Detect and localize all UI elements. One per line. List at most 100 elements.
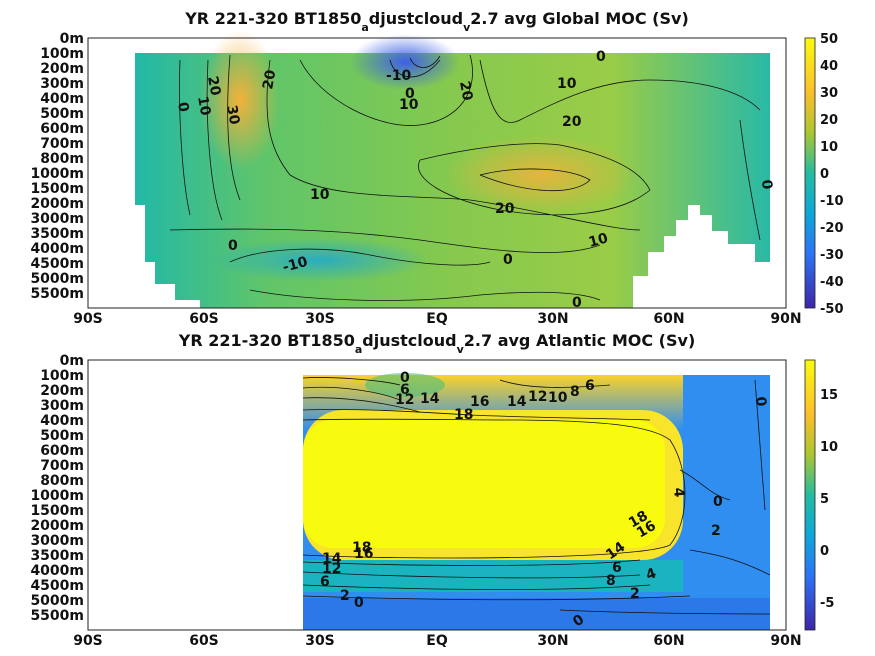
atlantic-contour-label: 16	[354, 546, 373, 562]
atlantic-deep-low	[303, 598, 770, 630]
global-y-tick: 3500m	[30, 226, 84, 242]
global-y-tick: 5500m	[30, 286, 84, 302]
global-y-tick: 5000m	[30, 271, 84, 287]
atlantic-contour-label: 6	[612, 560, 622, 576]
atlantic-y-tick: 5000m	[30, 593, 84, 609]
atlantic-colorbar-tick: -5	[820, 596, 834, 611]
global-colorbar-ticks: 50 40 30 20 10 0 -10 -20 -30 -40 -50	[820, 32, 844, 317]
atlantic-contour-label: 8	[606, 573, 616, 589]
atlantic-y-tick: 4000m	[30, 563, 84, 579]
global-y-tick: 2000m	[30, 196, 84, 212]
atlantic-y-tick: 600m	[40, 443, 84, 459]
global-eq-low	[350, 34, 460, 90]
global-contour-label: 20	[495, 201, 515, 217]
global-contour-label: -10	[386, 68, 412, 84]
global-title-pre: YR 221-320 BT1850	[184, 9, 361, 28]
global-title-mid: djustcloud	[369, 9, 463, 28]
atlantic-title-post: 2.7 avg Atlantic MOC (Sv)	[464, 331, 695, 350]
global-title-sub1: a	[361, 21, 368, 34]
atlantic-y-tick: 3000m	[30, 533, 84, 549]
global-nh-cell	[445, 135, 635, 215]
atlantic-contour-label: 14	[507, 394, 527, 410]
global-x-ticks: 90S 60S 30S EQ 30N 60N 90N	[73, 311, 801, 327]
global-colorbar-tick: -50	[820, 302, 844, 317]
global-title: YR 221-320 BT1850adjustcloudv2.7 avg Glo…	[184, 9, 689, 34]
global-contour-label: 0	[503, 252, 513, 268]
atlantic-contour-label: 6	[585, 378, 595, 394]
global-y-ticks: 0m 100m 200m 300m 400m 500m 600m 700m 80…	[30, 31, 84, 302]
atlantic-y-tick: 5500m	[30, 608, 84, 624]
global-x-tick: EQ	[426, 311, 448, 327]
atlantic-contour-label: 0	[400, 370, 410, 386]
global-contour-label: 10	[587, 230, 610, 251]
global-colorbar-tick: -40	[820, 275, 844, 290]
global-y-tick: 400m	[40, 91, 84, 107]
atlantic-y-tick: 400m	[40, 413, 84, 429]
global-x-tick: 90S	[73, 311, 103, 327]
atlantic-y-ticks: 0m 100m 200m 300m 400m 500m 600m 700m 80…	[30, 353, 84, 624]
atlantic-contour-label: 12	[322, 561, 341, 577]
global-moc-panel: YR 221-320 BT1850adjustcloudv2.7 avg Glo…	[30, 9, 843, 327]
global-x-tick: 60N	[653, 311, 684, 327]
atlantic-title-sub2: v	[457, 343, 465, 356]
atlantic-contour-label: 14	[322, 551, 342, 567]
global-colorbar	[804, 37, 816, 309]
atlantic-colorbar-tick: 15	[820, 388, 838, 403]
global-colorbar-tick: 0	[820, 167, 829, 182]
atlantic-contour-label: 0	[354, 595, 364, 611]
global-y-tick: 800m	[40, 151, 84, 167]
global-contour-label: 20	[204, 75, 223, 97]
atlantic-contour-label: 6	[400, 382, 410, 398]
atlantic-y-tick: 700m	[40, 458, 84, 474]
atlantic-x-tick: 60S	[189, 633, 219, 649]
global-contour-label: 10	[557, 76, 577, 92]
atlantic-contour-label: 12	[395, 392, 414, 408]
atlantic-x-tick: 30N	[537, 633, 568, 649]
atlantic-title-pre: YR 221-320 BT1850	[178, 331, 355, 350]
global-contour-label: 20	[562, 114, 582, 130]
global-x-tick: 60S	[189, 311, 219, 327]
atlantic-max	[303, 420, 665, 548]
atlantic-axes-box	[87, 359, 787, 631]
atlantic-contour-label: 14	[420, 391, 440, 407]
atlantic-surface-dip	[365, 373, 445, 397]
global-colorbar-tick: 20	[820, 113, 838, 128]
atlantic-contour-label: 18	[454, 407, 473, 423]
atlantic-title: YR 221-320 BT1850adjustcloudv2.7 avg Atl…	[178, 331, 696, 356]
global-colorbar-tick: -10	[820, 194, 844, 209]
atlantic-y-tick: 1500m	[30, 503, 84, 519]
global-contour-label: 0	[405, 86, 415, 102]
atlantic-y-tick: 2000m	[30, 518, 84, 534]
global-y-tick: 300m	[40, 76, 84, 92]
global-contour-label: 10	[310, 187, 330, 203]
global-y-tick: 1000m	[30, 166, 84, 182]
atlantic-contour-label: 2	[630, 586, 640, 602]
atlantic-x-tick: 60N	[653, 633, 684, 649]
global-colorbar-tick: 30	[820, 86, 838, 101]
atlantic-colorbar-tick: 0	[820, 544, 829, 559]
global-deacon-cell	[200, 30, 280, 170]
atlantic-x-tick: 90N	[770, 633, 801, 649]
global-x-tick: 30S	[305, 311, 335, 327]
global-contour-label: 0	[596, 49, 606, 65]
global-x-tick: 90N	[770, 311, 801, 327]
atlantic-title-sub1: a	[355, 343, 362, 356]
global-y-tick: 600m	[40, 121, 84, 137]
atlantic-x-tick: 90S	[73, 633, 103, 649]
global-y-tick: 200m	[40, 61, 84, 77]
atlantic-x-tick: EQ	[426, 633, 448, 649]
global-contour-label: 0	[572, 295, 582, 311]
global-aabw-cell	[210, 238, 430, 282]
atlantic-x-tick: 30S	[305, 633, 335, 649]
atlantic-y-tick: 100m	[40, 368, 84, 384]
global-contour-label: 20	[260, 68, 279, 90]
global-contour-label: 0	[228, 238, 238, 254]
global-contour-label: 10	[399, 97, 419, 113]
atlantic-y-tick: 1000m	[30, 488, 84, 504]
atlantic-contour-label: 8	[570, 384, 580, 400]
atlantic-contour-label: 0	[752, 396, 769, 407]
atlantic-title-mid: djustcloud	[362, 331, 456, 350]
atlantic-contour-label: 12	[528, 389, 547, 405]
global-colorbar-tick: 50	[820, 32, 838, 47]
